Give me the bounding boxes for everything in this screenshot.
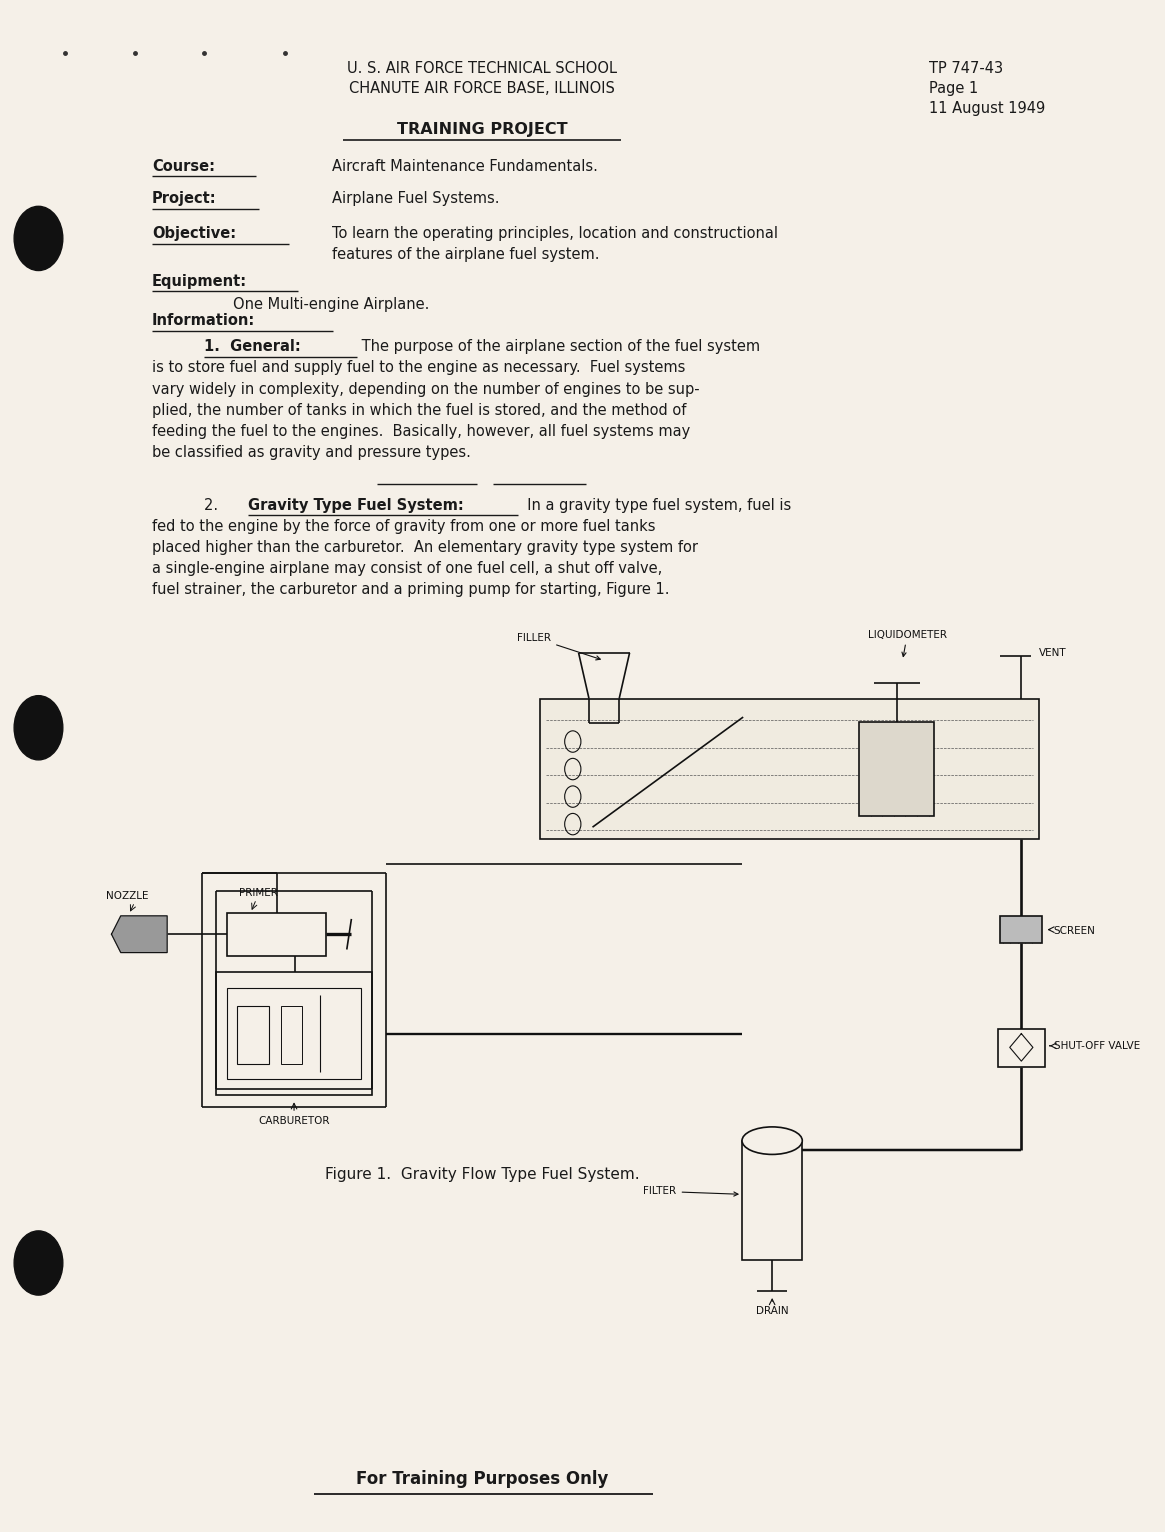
Circle shape [14,696,63,760]
Text: Aircraft Maintenance Fundamentals.: Aircraft Maintenance Fundamentals. [332,159,598,175]
Text: 2.: 2. [204,498,227,513]
Text: Airplane Fuel Systems.: Airplane Fuel Systems. [332,192,500,205]
Bar [998,1030,1045,1068]
Text: a single-engine airplane may consist of one fuel cell, a shut off valve,: a single-engine airplane may consist of … [153,561,663,576]
Text: The purpose of the airplane section of the fuel system: The purpose of the airplane section of t… [358,340,761,354]
Bar [281,1007,302,1065]
Text: U. S. AIR FORCE TECHNICAL SCHOOL: U. S. AIR FORCE TECHNICAL SCHOOL [347,61,617,77]
Bar [859,722,934,817]
Text: NOZZLE: NOZZLE [106,890,148,901]
Text: features of the airplane fuel system.: features of the airplane fuel system. [332,247,599,262]
Text: fuel strainer, the carburetor and a priming pump for starting, Figure 1.: fuel strainer, the carburetor and a prim… [153,582,670,597]
Text: CARBURETOR: CARBURETOR [259,1117,330,1126]
Text: Project:: Project: [153,192,217,205]
Text: Objective:: Objective: [153,227,236,241]
Text: SCREEN: SCREEN [1054,927,1095,936]
Text: Figure 1.  Gravity Flow Type Fuel System.: Figure 1. Gravity Flow Type Fuel System. [325,1167,640,1181]
Text: In a gravity type fuel system, fuel is: In a gravity type fuel system, fuel is [518,498,791,513]
Text: To learn the operating principles, location and constructional: To learn the operating principles, locat… [332,227,778,241]
Text: placed higher than the carburetor.  An elementary gravity type system for: placed higher than the carburetor. An el… [153,539,698,555]
Text: feeding the fuel to the engines.  Basically, however, all fuel systems may: feeding the fuel to the engines. Basical… [153,424,691,438]
Circle shape [14,207,63,271]
Text: VENT: VENT [1039,648,1066,657]
Text: One Multi-engine Airplane.: One Multi-engine Airplane. [233,297,430,311]
Text: Course:: Course: [153,159,216,175]
Text: For Training Purposes Only: For Training Purposes Only [356,1469,608,1488]
Bar [742,1141,803,1259]
Text: be classified as gravity and pressure types.: be classified as gravity and pressure ty… [153,444,471,460]
Bar [236,1007,269,1065]
Text: fed to the engine by the force of gravity from one or more fuel tanks: fed to the engine by the force of gravit… [153,519,656,533]
Bar [1001,916,1043,944]
Bar [541,699,1039,840]
Text: LIQUIDOMETER: LIQUIDOMETER [868,630,947,657]
Text: vary widely in complexity, depending on the number of engines to be sup-: vary widely in complexity, depending on … [153,381,700,397]
Text: 1.  General:: 1. General: [204,340,301,354]
Text: Information:: Information: [153,314,255,328]
Text: TRAINING PROJECT: TRAINING PROJECT [397,123,567,138]
Bar [216,973,373,1095]
Text: Equipment:: Equipment: [153,274,247,288]
Text: plied, the number of tanks in which the fuel is stored, and the method of: plied, the number of tanks in which the … [153,403,686,418]
Text: FILLER: FILLER [517,633,600,660]
Text: SHUT-OFF VALVE: SHUT-OFF VALVE [1054,1040,1141,1051]
Circle shape [14,1230,63,1295]
Text: CHANUTE AIR FORCE BASE, ILLINOIS: CHANUTE AIR FORCE BASE, ILLINOIS [350,81,615,97]
Text: FILTER: FILTER [643,1186,737,1196]
Bar [227,913,326,956]
Ellipse shape [742,1128,803,1155]
Text: TP 747-43: TP 747-43 [929,61,1003,77]
Text: Gravity Type Fuel System:: Gravity Type Fuel System: [248,498,464,513]
Polygon shape [112,916,167,953]
Text: is to store fuel and supply fuel to the engine as necessary.  Fuel systems: is to store fuel and supply fuel to the … [153,360,685,375]
Text: Page 1: Page 1 [929,81,977,97]
Text: DRAIN: DRAIN [756,1305,789,1316]
Text: 11 August 1949: 11 August 1949 [929,101,1045,116]
Bar [227,988,361,1080]
Text: PRIMER: PRIMER [239,887,278,898]
